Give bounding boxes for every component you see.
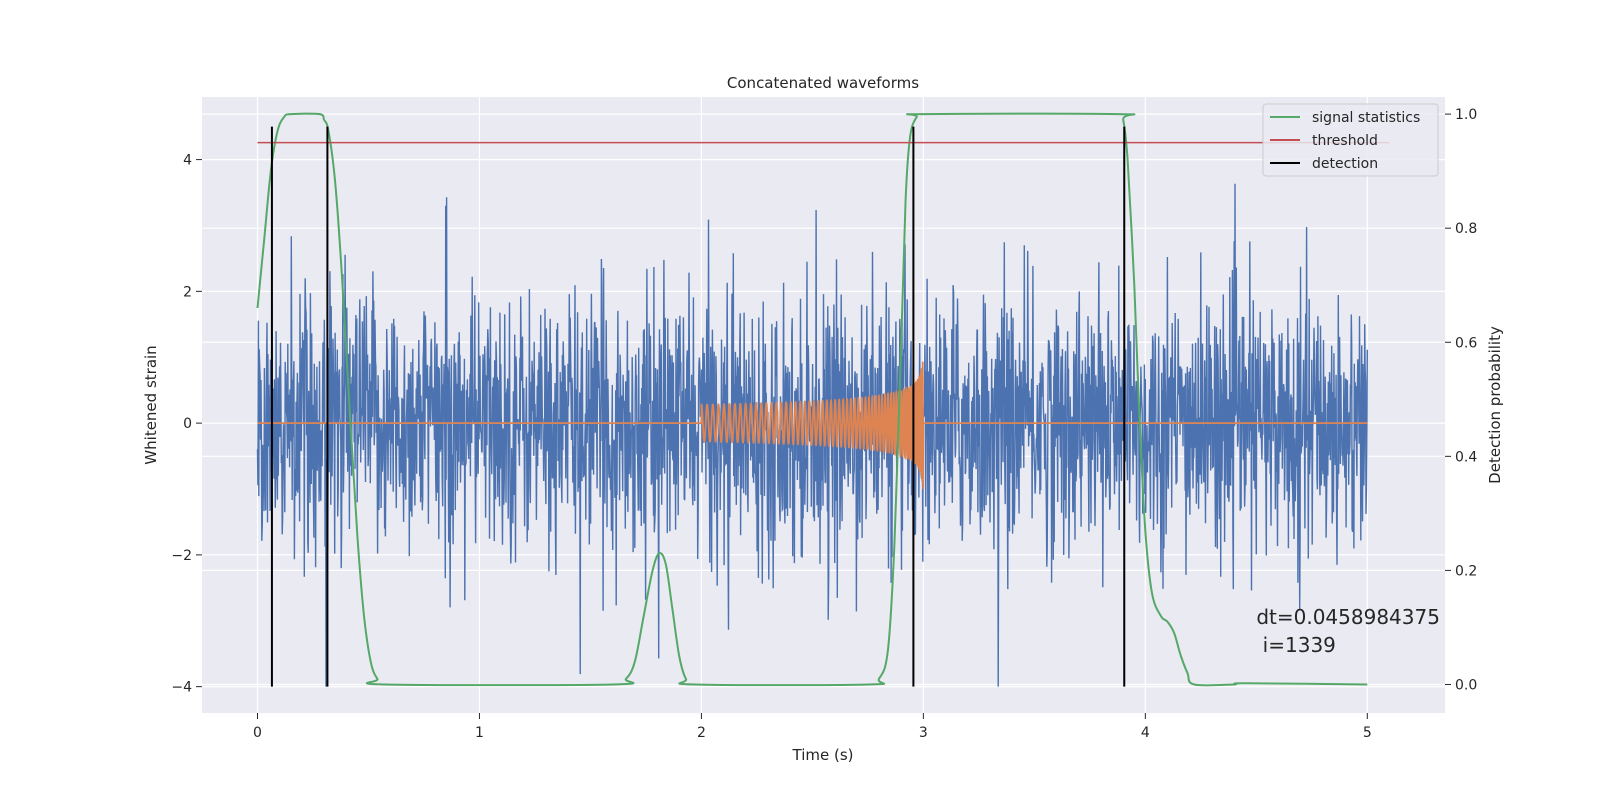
y-tick-label-right: 1.0 bbox=[1455, 107, 1477, 123]
legend-label-detection: detection bbox=[1312, 156, 1378, 172]
x-tick-label: 5 bbox=[1363, 725, 1372, 741]
y-tick-label-right: 0.0 bbox=[1455, 677, 1477, 693]
x-axis-label: Time (s) bbox=[792, 746, 854, 764]
x-axis-ticks: 0 1 2 3 4 5 bbox=[253, 713, 1372, 741]
x-tick-label: 0 bbox=[253, 725, 262, 741]
noise-series-layer bbox=[256, 183, 1368, 687]
chirp-series-layer bbox=[257, 361, 1368, 490]
legend-box bbox=[1262, 103, 1439, 177]
right-axis-ticks: 0.0 0.2 0.4 0.6 0.8 1.0 bbox=[1445, 107, 1477, 693]
chart-title: Concatenated waveforms bbox=[727, 74, 919, 92]
legend: signal statistics threshold detection bbox=[1262, 103, 1439, 177]
annotation-dt: dt=0.0458984375 bbox=[1256, 605, 1440, 629]
x-tick-label: 3 bbox=[919, 725, 928, 741]
y-tick-label-left: 4 bbox=[183, 153, 192, 169]
y-tick-label-left: 0 bbox=[183, 416, 192, 432]
statistic-series-layer bbox=[256, 112, 1368, 687]
legend-label-threshold: threshold bbox=[1312, 133, 1378, 149]
y-tick-label-right: 0.6 bbox=[1455, 335, 1477, 351]
x-tick-label: 4 bbox=[1141, 725, 1150, 741]
y-tick-label-left: 2 bbox=[183, 284, 192, 300]
y-axis-label-right: Detection probability bbox=[1486, 326, 1504, 484]
y-axis-label-left: Whitened strain bbox=[142, 345, 160, 464]
chirp-series-line bbox=[257, 361, 1368, 490]
left-axis-ticks: −4 −2 0 2 4 bbox=[171, 153, 202, 696]
x-tick-label: 2 bbox=[697, 725, 706, 741]
legend-label-statistic: signal statistics bbox=[1312, 110, 1420, 126]
y-tick-label-left: −2 bbox=[171, 548, 192, 564]
y-tick-label-right: 0.4 bbox=[1455, 449, 1477, 465]
annotation-index: i=1339 bbox=[1256, 633, 1336, 657]
statistic-series-line bbox=[256, 112, 1368, 687]
y-tick-label-right: 0.8 bbox=[1455, 221, 1477, 237]
x-tick-label: 1 bbox=[475, 725, 484, 741]
y-tick-label-left: −4 bbox=[171, 680, 192, 696]
detection-lines-layer bbox=[270, 126, 1126, 687]
noise-series-line bbox=[256, 183, 1368, 687]
y-tick-label-right: 0.2 bbox=[1455, 563, 1477, 579]
